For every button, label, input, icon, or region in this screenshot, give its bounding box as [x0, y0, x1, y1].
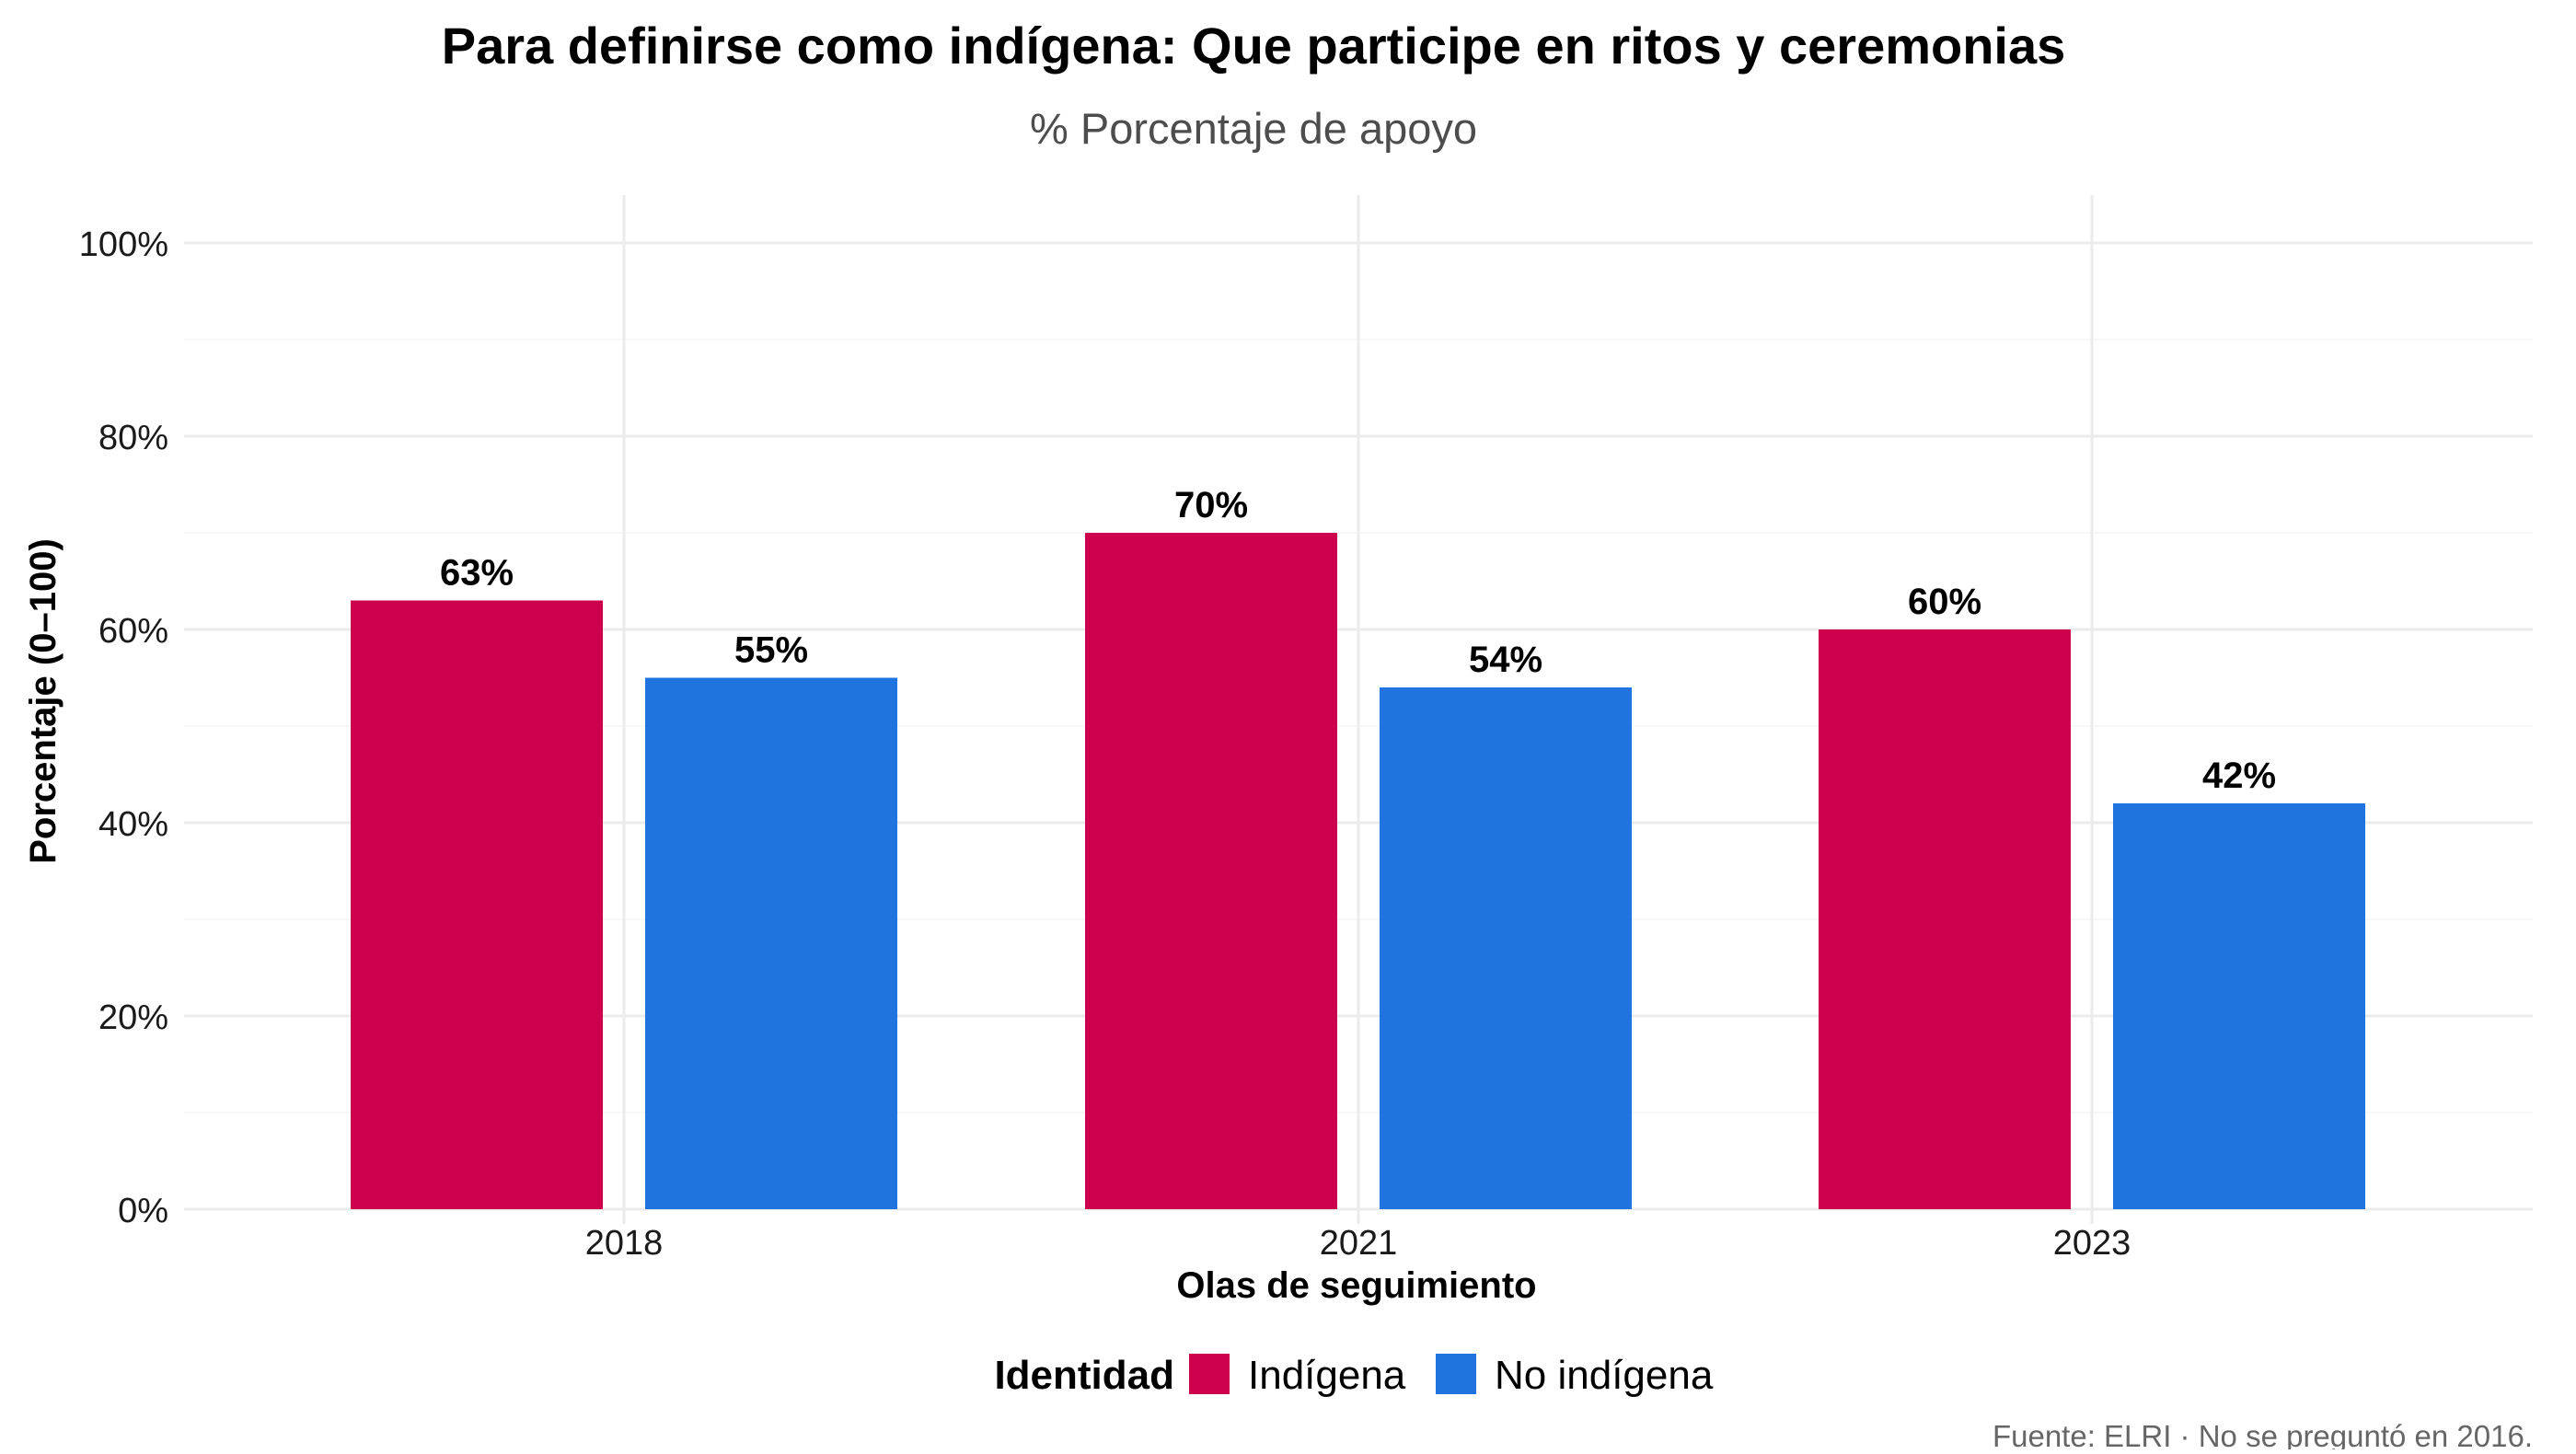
bar: [1819, 629, 2071, 1209]
x-axis-label: Olas de seguimiento: [1176, 1265, 1536, 1306]
legend-swatch-no-indigena: [1436, 1354, 1476, 1394]
data-label: 55%: [734, 630, 808, 671]
data-label: 63%: [440, 553, 514, 594]
bar: [1085, 533, 1337, 1209]
data-label: 42%: [2202, 756, 2276, 796]
bar: [2113, 803, 2365, 1209]
x-tick-label: 2021: [1320, 1224, 1398, 1263]
chart-title: Para definirse como indígena: Que partic…: [442, 17, 2066, 75]
data-label: 54%: [1469, 640, 1542, 680]
data-label: 70%: [1174, 485, 1248, 525]
chart-subtitle: % Porcentaje de apoyo: [1030, 104, 1477, 153]
y-axis-ticks: 0% 20% 40% 60% 80% 100%: [79, 225, 168, 1230]
bar: [351, 600, 603, 1209]
y-tick-label: 100%: [79, 225, 168, 264]
y-tick-label: 40%: [98, 805, 168, 844]
y-tick-label: 60%: [98, 612, 168, 651]
legend-label-indigena: Indígena: [1248, 1353, 1406, 1398]
x-tick-label: 2018: [585, 1224, 664, 1263]
y-tick-label: 80%: [98, 419, 168, 457]
y-axis-label: Porcentaje (0–100): [23, 538, 64, 864]
bars: [351, 533, 2365, 1209]
legend: Identidad Indígena No indígena: [994, 1353, 1713, 1398]
chart-caption: Fuente: ELRI · No se preguntó en 2016.: [1993, 1419, 2533, 1449]
y-tick-label: 20%: [98, 998, 168, 1037]
bar: [1380, 687, 1632, 1209]
legend-swatch-indigena: [1189, 1354, 1230, 1394]
bar: [645, 677, 897, 1209]
x-tick-label: 2023: [2053, 1224, 2131, 1263]
y-tick-label: 0%: [118, 1192, 168, 1230]
x-axis-ticks: 2018 2021 2023: [585, 1224, 2131, 1263]
legend-label-no-indigena: No indígena: [1495, 1353, 1714, 1398]
data-labels: 63% 70% 60% 55% 54% 42%: [440, 485, 2276, 796]
data-label: 60%: [1908, 582, 1981, 622]
legend-title: Identidad: [994, 1353, 1174, 1398]
